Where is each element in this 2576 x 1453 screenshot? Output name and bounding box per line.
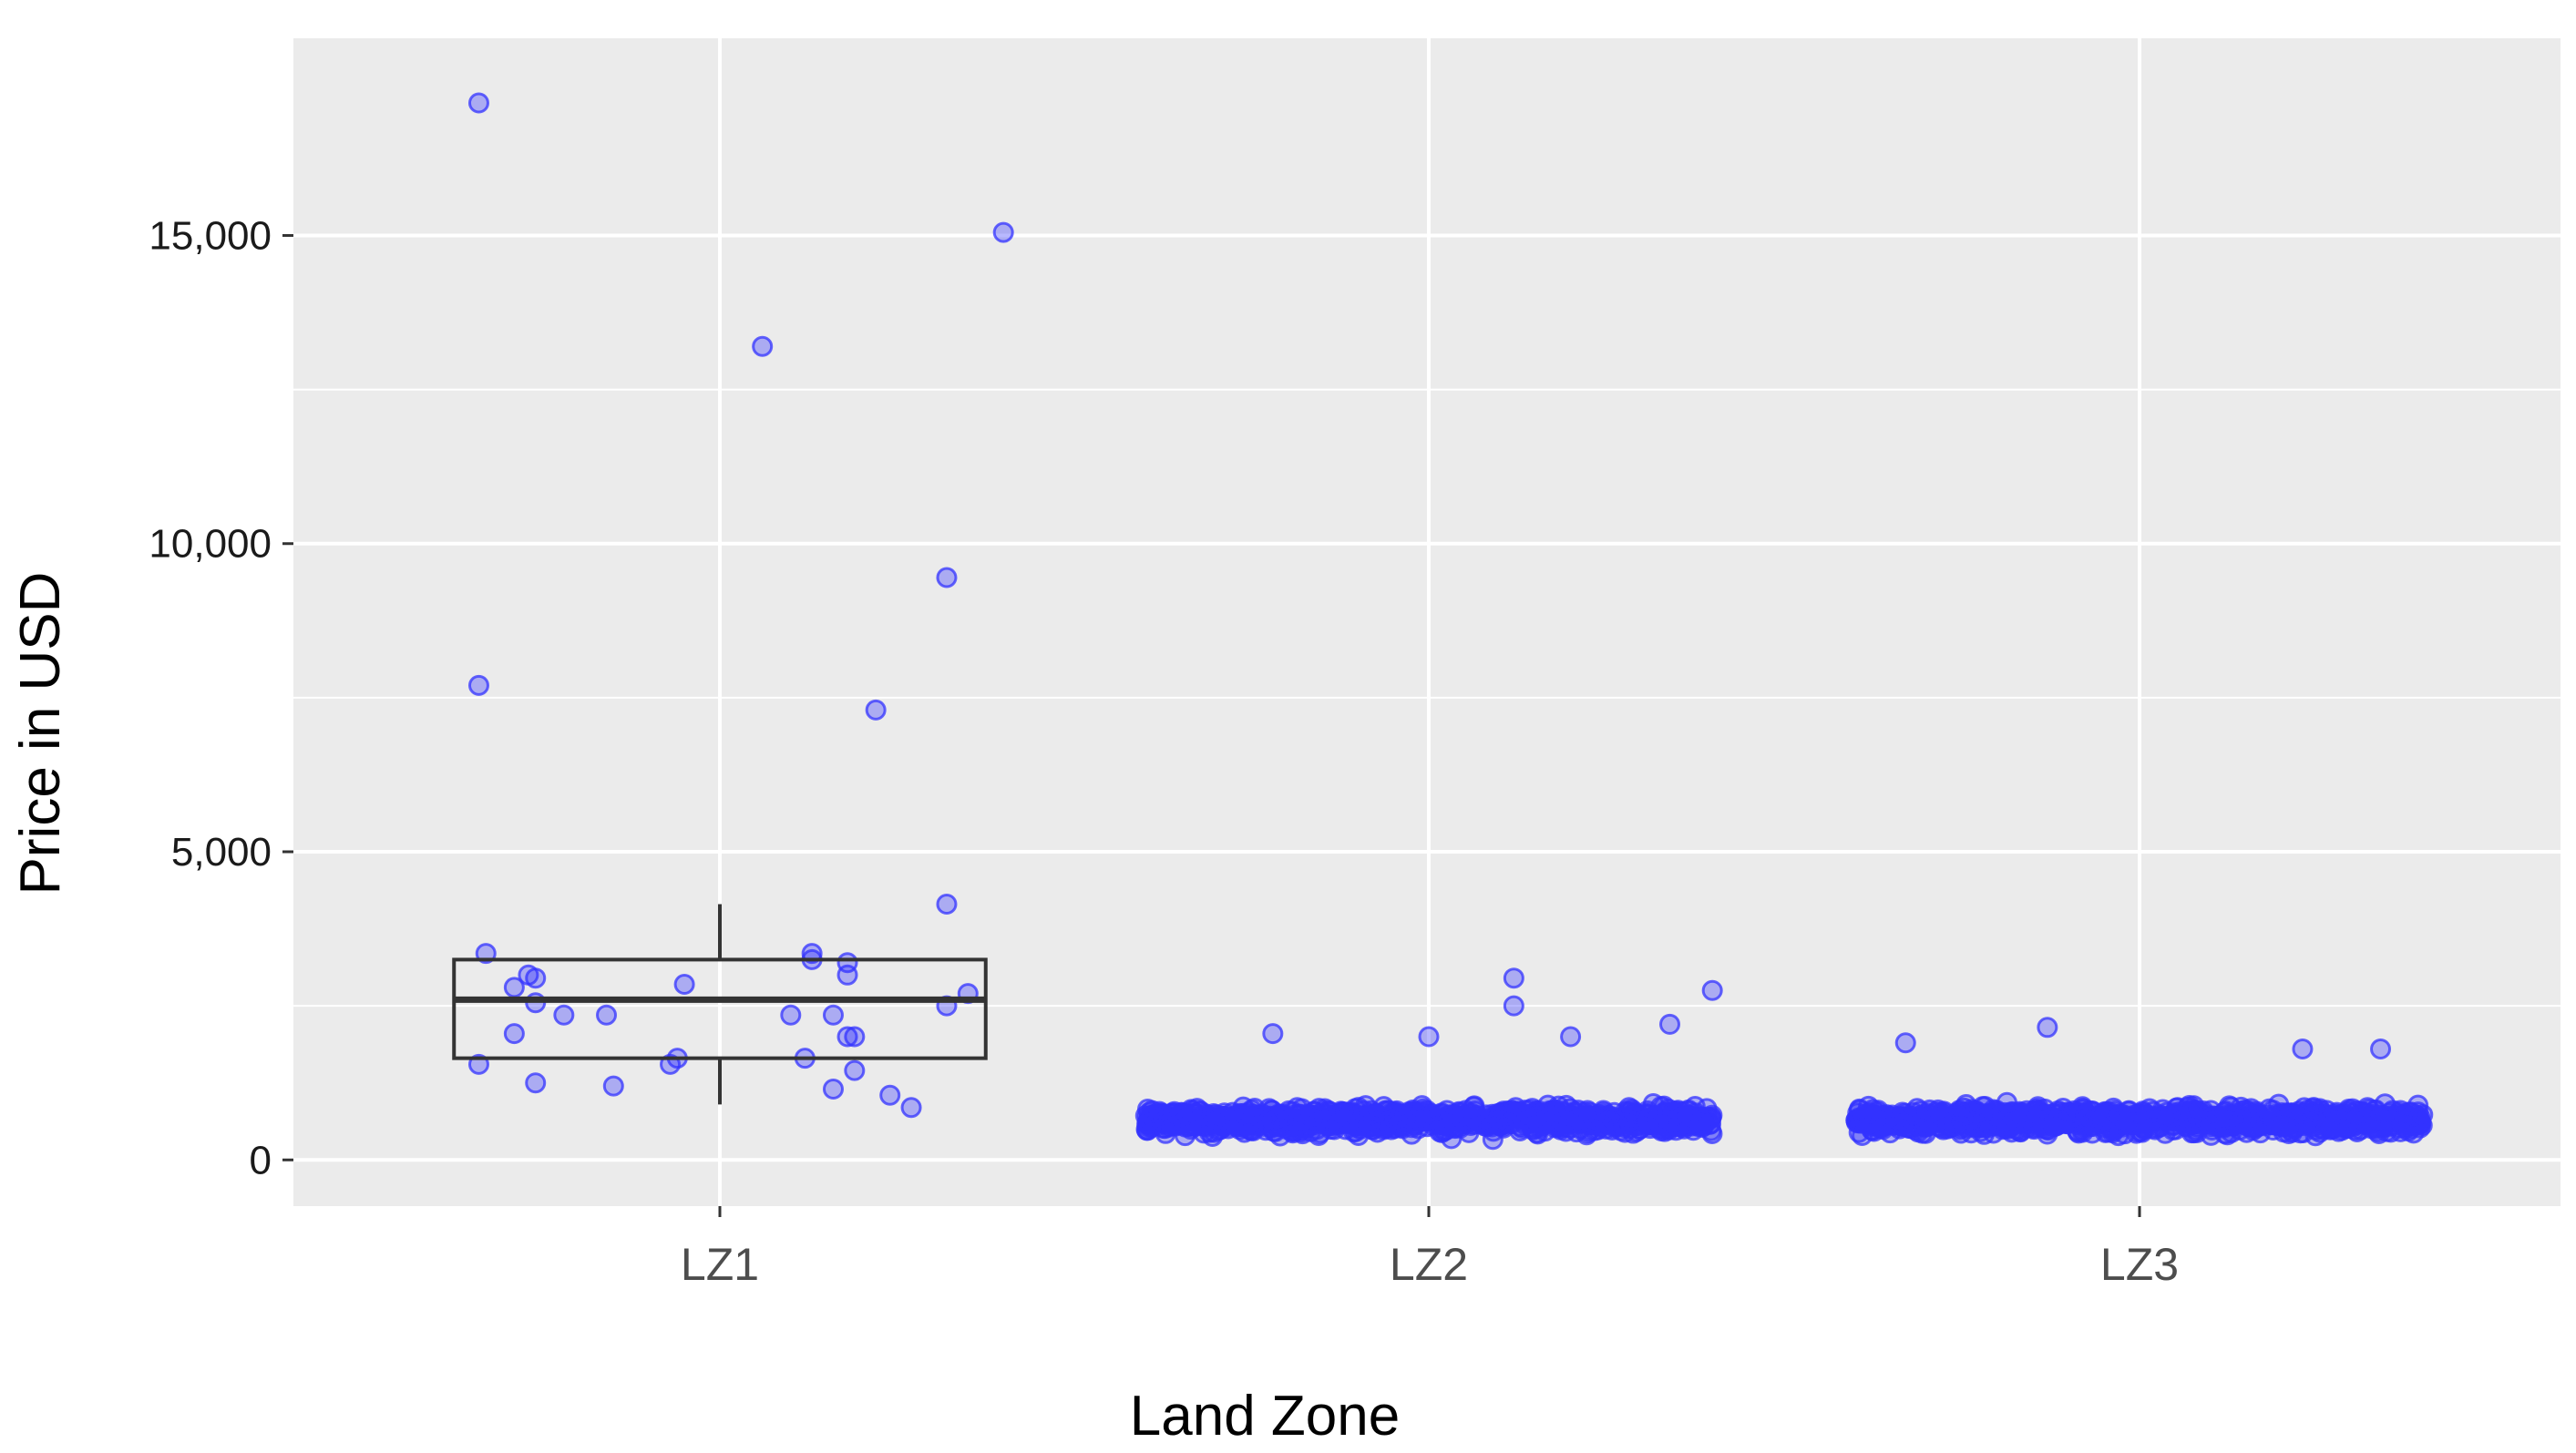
- data-point: [900, 1097, 922, 1119]
- data-point: [1165, 1107, 1186, 1129]
- data-point: [1690, 1110, 1712, 1131]
- y-tick-label: 0: [250, 1138, 272, 1182]
- data-point: [1916, 1116, 1938, 1138]
- data-point: [879, 1084, 901, 1106]
- data-point: [1503, 967, 1524, 989]
- data-point: [1449, 1106, 1471, 1128]
- data-point: [2327, 1120, 2349, 1142]
- data-point: [2051, 1112, 2073, 1134]
- data-point: [1601, 1107, 1623, 1129]
- data-point: [1894, 1032, 1916, 1054]
- data-point: [936, 894, 958, 916]
- data-point: [1262, 1023, 1284, 1045]
- data-point: [518, 964, 539, 986]
- data-point: [673, 973, 695, 995]
- data-point: [553, 1004, 575, 1026]
- data-point: [822, 1004, 844, 1026]
- data-point: [936, 567, 958, 588]
- y-axis: 0 5,000 10,000 15,000: [149, 213, 293, 1182]
- data-point: [2184, 1107, 2206, 1129]
- data-point: [2151, 1107, 2173, 1129]
- data-point: [1431, 1102, 1452, 1124]
- data-point: [1514, 1106, 1535, 1128]
- data-point: [2258, 1098, 2280, 1120]
- data-point: [2292, 1038, 2314, 1059]
- data-point: [596, 1004, 618, 1026]
- data-point: [2032, 1107, 2054, 1129]
- data-point: [1306, 1109, 1328, 1131]
- data-point: [2106, 1108, 2128, 1130]
- data-point: [2225, 1108, 2247, 1130]
- data-point: [2051, 1106, 2073, 1128]
- data-point: [1398, 1107, 1420, 1129]
- data-point: [992, 221, 1014, 243]
- y-tick-label: 15,000: [149, 213, 272, 258]
- data-point: [836, 1026, 858, 1048]
- data-point: [1948, 1100, 1970, 1121]
- data-point: [865, 699, 887, 721]
- y-tick-label: 5,000: [171, 830, 272, 875]
- data-point: [503, 1023, 525, 1045]
- x-axis: LZ1 LZ2 LZ3: [681, 1206, 2179, 1290]
- data-point: [1701, 979, 1723, 1001]
- x-tick-label: LZ3: [2100, 1239, 2179, 1290]
- data-point: [836, 952, 858, 974]
- data-point: [822, 1078, 844, 1100]
- boxplot-box: [452, 957, 988, 1060]
- data-point: [1996, 1091, 2017, 1113]
- x-tick-label: LZ1: [681, 1239, 759, 1290]
- data-point: [1230, 1108, 1252, 1130]
- data-point: [844, 1026, 866, 1048]
- data-point: [1484, 1113, 1506, 1135]
- data-point: [2037, 1017, 2058, 1039]
- y-tick-label: 10,000: [149, 522, 272, 567]
- data-point: [2365, 1100, 2386, 1121]
- data-point: [503, 977, 525, 998]
- data-point: [1536, 1103, 1558, 1125]
- data-point: [1555, 1110, 1576, 1132]
- x-axis-title: Land Zone: [1130, 1385, 1400, 1448]
- data-point: [1618, 1100, 1640, 1122]
- x-tick-label: LZ2: [1390, 1239, 1468, 1290]
- data-point: [1983, 1122, 2005, 1144]
- data-point: [1658, 1115, 1680, 1137]
- data-point: [1281, 1120, 1303, 1142]
- data-point: [1560, 1026, 1582, 1048]
- data-point: [2201, 1119, 2223, 1141]
- data-point: [1503, 995, 1524, 1017]
- data-point: [525, 1072, 547, 1094]
- data-point: [1418, 1026, 1440, 1048]
- data-point: [844, 1059, 866, 1081]
- data-point: [2282, 1121, 2304, 1143]
- data-point: [1202, 1126, 1224, 1148]
- data-point: [1678, 1105, 1700, 1127]
- data-point: [2085, 1106, 2107, 1128]
- data-point: [602, 1075, 624, 1097]
- data-point: [2409, 1106, 2431, 1128]
- data-point: [467, 674, 489, 696]
- data-point: [1332, 1100, 1354, 1122]
- data-point: [1854, 1108, 1876, 1130]
- data-point: [2370, 1038, 2392, 1059]
- data-point: [1267, 1108, 1288, 1130]
- boxplot: [452, 904, 988, 1105]
- data-point: [752, 335, 774, 357]
- grid-major: [293, 38, 2561, 1206]
- data-point: [1659, 1013, 1681, 1035]
- data-points: [467, 92, 2434, 1151]
- data-point: [467, 92, 489, 114]
- data-point: [2383, 1110, 2405, 1132]
- data-point: [1287, 1097, 1309, 1119]
- y-axis-title: Price in USD: [9, 572, 72, 895]
- data-point: [780, 1004, 802, 1026]
- data-point: [1141, 1104, 1163, 1126]
